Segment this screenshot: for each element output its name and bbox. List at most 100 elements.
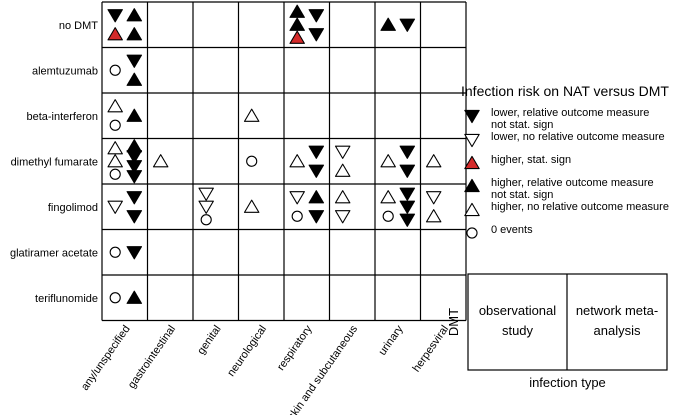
legend-symbol-tri-down-open	[464, 133, 480, 148]
legend-symbol-tri-down-filled	[464, 109, 480, 124]
row-labels: no DMT alemtuzumab beta-interferon dimethyl…	[10, 20, 98, 305]
legend: Infection risk on NAT versus DMT lower, …	[461, 83, 669, 239]
marker-circle	[109, 246, 121, 258]
legend-symbol-circle	[466, 227, 478, 239]
marker-tri-down-filled	[399, 145, 416, 159]
marker-tri-up-filled	[289, 4, 305, 18]
marker-tri-down-filled	[107, 9, 123, 23]
column-label: genital	[195, 323, 223, 356]
marker-tri-down-filled	[308, 210, 325, 224]
marker-tri-down-filled	[126, 246, 143, 260]
legend-symbol-tri-up-red	[464, 155, 480, 170]
row-label: dimethyl fumarate	[11, 156, 98, 168]
marker-tri-up-open	[425, 209, 442, 223]
layout-key: observational study network meta-analysis D…	[446, 273, 668, 390]
key-network-meta-analysis: analysis	[594, 323, 641, 338]
marker-tri-up-open	[107, 154, 123, 168]
marker-circle	[246, 155, 258, 167]
key-observational-study: observational	[479, 303, 556, 318]
legend-symbol-tri-up-open	[464, 202, 480, 217]
marker-tri-up-red	[107, 27, 123, 41]
row-label: alemtuzumab	[32, 65, 98, 77]
marker-tri-up-open	[107, 99, 123, 113]
marker-circle	[109, 168, 121, 180]
legend-label: not stat. sign	[491, 189, 553, 201]
row-label: teriflunomide	[35, 293, 98, 305]
marker-tri-down-filled	[126, 54, 143, 68]
marker-tri-up-open	[243, 108, 260, 122]
legend-title: Infection risk on NAT versus DMT	[461, 83, 669, 99]
marker-tri-up-filled	[126, 72, 143, 86]
key-column-label: infection type	[529, 375, 606, 390]
legend-label: 0 events	[491, 224, 533, 236]
row-label: glatiramer acetate	[10, 247, 98, 259]
marker-tri-down-filled	[308, 28, 325, 42]
marker-tri-up-filled	[380, 17, 396, 31]
matrix-grid	[101, 1, 467, 322]
key-network-meta-analysis: network meta-	[576, 303, 658, 318]
marker-tri-up-open	[334, 163, 351, 177]
marker-tri-up-open	[289, 154, 305, 168]
legend-label: higher, no relative outcome measure	[491, 201, 669, 213]
marker-tri-down-filled	[308, 145, 325, 159]
row-label: fingolimod	[48, 202, 98, 214]
legend-label: higher, stat. sign	[491, 154, 571, 166]
marker-tri-up-filled	[126, 290, 143, 304]
marker-circle	[109, 292, 121, 304]
marker-tri-up-open	[380, 154, 396, 168]
column-label: respiratory	[275, 323, 315, 373]
marker-tri-up-filled	[126, 27, 143, 41]
marker-tri-up-filled	[289, 17, 305, 31]
column-label: gastrointestinal	[126, 323, 178, 391]
marker-circle	[291, 210, 303, 222]
marker-circle	[109, 119, 121, 131]
marker-tri-down-filled	[126, 150, 143, 164]
legend-label: lower, no relative outcome measure	[491, 131, 665, 143]
marker-tri-down-open	[425, 191, 442, 205]
row-label: beta-interferon	[26, 111, 98, 123]
marker-tri-up-open	[334, 190, 351, 204]
marker-circle	[200, 214, 212, 226]
marker-tri-down-filled	[308, 164, 325, 178]
key-observational-study: study	[502, 323, 534, 338]
legend-label: lower, relative outcome measure	[491, 107, 649, 119]
marker-tri-down-filled	[399, 200, 416, 214]
marker-tri-up-filled	[126, 108, 143, 122]
marker-tri-up-filled	[126, 139, 143, 153]
marker-tri-up-red	[289, 30, 305, 44]
legend-label: not stat. sign	[491, 119, 553, 131]
matrix-markers	[107, 4, 442, 304]
column-label: any/unspecified	[79, 323, 133, 393]
marker-circle	[109, 64, 121, 76]
marker-tri-up-open	[380, 190, 396, 204]
marker-tri-up-open	[243, 199, 260, 213]
marker-tri-down-open	[289, 191, 305, 205]
marker-tri-down-open	[334, 145, 351, 159]
marker-tri-up-open	[152, 154, 169, 168]
marker-tri-down-open	[334, 210, 351, 224]
marker-tri-down-filled	[126, 191, 143, 205]
marker-tri-down-open	[198, 187, 214, 201]
key-row-label: DMT	[446, 308, 461, 336]
legend-symbol-tri-up-filled	[464, 178, 480, 193]
column-label: neurological	[225, 323, 269, 378]
marker-tri-up-filled	[126, 8, 143, 22]
marker-tri-down-filled	[126, 160, 143, 174]
row-label: no DMT	[59, 20, 98, 32]
marker-tri-down-open	[107, 200, 123, 214]
marker-circle	[382, 210, 394, 222]
marker-tri-down-filled	[126, 170, 143, 184]
marker-tri-down-filled	[308, 9, 325, 23]
column-label: urinary	[377, 323, 406, 358]
marker-tri-down-filled	[399, 187, 416, 201]
marker-tri-down-filled	[126, 210, 143, 224]
marker-tri-up-open	[107, 141, 123, 155]
marker-tri-down-open	[198, 200, 214, 214]
marker-tri-up-filled	[308, 190, 325, 204]
marker-tri-down-filled	[399, 213, 416, 227]
marker-tri-down-filled	[399, 18, 416, 32]
marker-tri-up-open	[425, 154, 442, 168]
